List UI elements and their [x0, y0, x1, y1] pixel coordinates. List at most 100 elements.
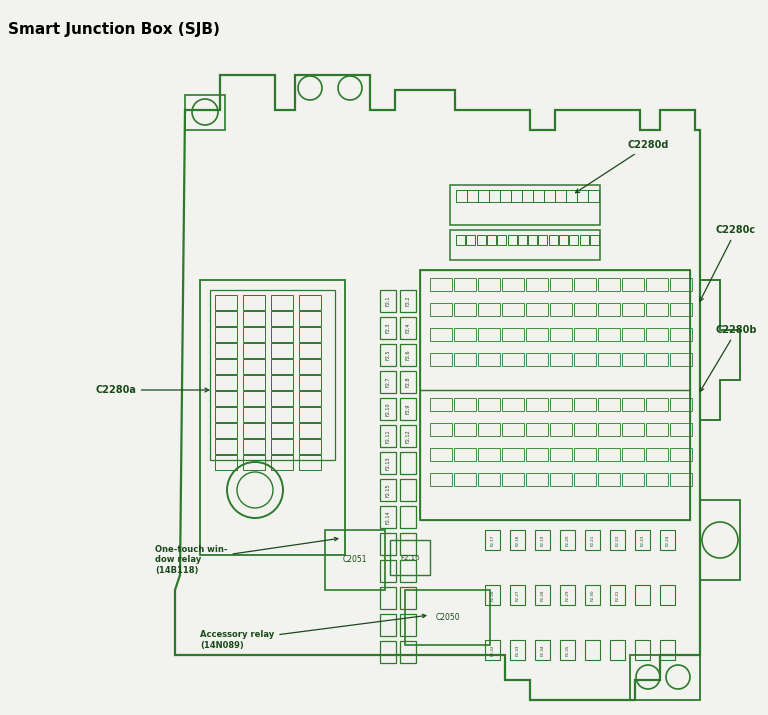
Text: F2.20: F2.20: [565, 534, 570, 546]
Bar: [380, 344, 396, 366]
Bar: [535, 530, 550, 550]
Bar: [420, 390, 690, 520]
Bar: [400, 614, 416, 636]
Text: C2050: C2050: [435, 613, 460, 622]
Bar: [400, 290, 416, 312]
Bar: [577, 190, 588, 202]
Bar: [598, 398, 620, 411]
Bar: [500, 190, 511, 202]
Bar: [243, 423, 265, 438]
Bar: [646, 278, 668, 291]
Bar: [299, 439, 321, 454]
Bar: [400, 533, 416, 555]
Bar: [456, 235, 465, 245]
Bar: [380, 587, 396, 609]
Bar: [598, 423, 620, 436]
Bar: [430, 423, 452, 436]
Text: F2.16: F2.16: [400, 555, 420, 561]
Text: F2.26: F2.26: [491, 589, 495, 601]
Bar: [574, 278, 596, 291]
Bar: [430, 353, 452, 366]
Bar: [400, 560, 416, 582]
Text: F2.3: F2.3: [386, 322, 390, 333]
Bar: [635, 530, 650, 550]
Bar: [660, 585, 675, 605]
Text: F2.12: F2.12: [406, 429, 411, 443]
Bar: [380, 614, 396, 636]
Text: F2.10: F2.10: [386, 402, 390, 416]
Bar: [598, 278, 620, 291]
Bar: [560, 530, 575, 550]
Bar: [200, 280, 345, 555]
Bar: [610, 530, 625, 550]
Bar: [585, 530, 600, 550]
Bar: [430, 473, 452, 486]
Bar: [271, 327, 293, 342]
Bar: [646, 473, 668, 486]
Bar: [243, 439, 265, 454]
Bar: [400, 425, 416, 447]
Bar: [550, 398, 572, 411]
Bar: [430, 328, 452, 341]
Bar: [271, 391, 293, 406]
Bar: [299, 423, 321, 438]
Bar: [598, 473, 620, 486]
Bar: [550, 353, 572, 366]
Bar: [598, 303, 620, 316]
Bar: [670, 473, 692, 486]
Bar: [380, 452, 396, 474]
Bar: [566, 190, 577, 202]
Bar: [670, 303, 692, 316]
Bar: [380, 641, 396, 663]
Bar: [454, 303, 476, 316]
Bar: [478, 278, 500, 291]
Bar: [560, 585, 575, 605]
Bar: [670, 353, 692, 366]
Bar: [380, 290, 396, 312]
Bar: [610, 640, 625, 660]
Bar: [400, 506, 416, 528]
Bar: [670, 278, 692, 291]
Bar: [299, 359, 321, 374]
Bar: [215, 343, 237, 358]
Bar: [522, 190, 533, 202]
Text: F2.30: F2.30: [591, 589, 594, 601]
Bar: [430, 303, 452, 316]
Bar: [646, 398, 668, 411]
Bar: [508, 235, 517, 245]
Bar: [670, 423, 692, 436]
Text: F2.8: F2.8: [406, 377, 411, 388]
Bar: [478, 303, 500, 316]
Bar: [622, 448, 644, 461]
Bar: [215, 407, 237, 422]
Text: F2.23: F2.23: [641, 534, 644, 546]
Bar: [670, 328, 692, 341]
Bar: [598, 448, 620, 461]
Bar: [574, 423, 596, 436]
Bar: [610, 585, 625, 605]
Bar: [574, 328, 596, 341]
Bar: [400, 452, 416, 474]
Bar: [243, 343, 265, 358]
Bar: [271, 311, 293, 326]
Bar: [550, 448, 572, 461]
Bar: [535, 585, 550, 605]
Bar: [380, 479, 396, 501]
Bar: [271, 455, 293, 470]
Bar: [271, 375, 293, 390]
Bar: [380, 398, 396, 420]
Bar: [622, 473, 644, 486]
Text: F2.22: F2.22: [615, 534, 620, 546]
Bar: [548, 235, 558, 245]
Bar: [299, 343, 321, 358]
Text: F2.2: F2.2: [406, 296, 411, 306]
Bar: [544, 190, 555, 202]
Text: F2.14: F2.14: [386, 511, 390, 524]
Bar: [660, 530, 675, 550]
Text: F2.24: F2.24: [666, 534, 670, 546]
Bar: [299, 311, 321, 326]
Bar: [271, 439, 293, 454]
Bar: [299, 455, 321, 470]
Bar: [526, 303, 548, 316]
Bar: [271, 359, 293, 374]
